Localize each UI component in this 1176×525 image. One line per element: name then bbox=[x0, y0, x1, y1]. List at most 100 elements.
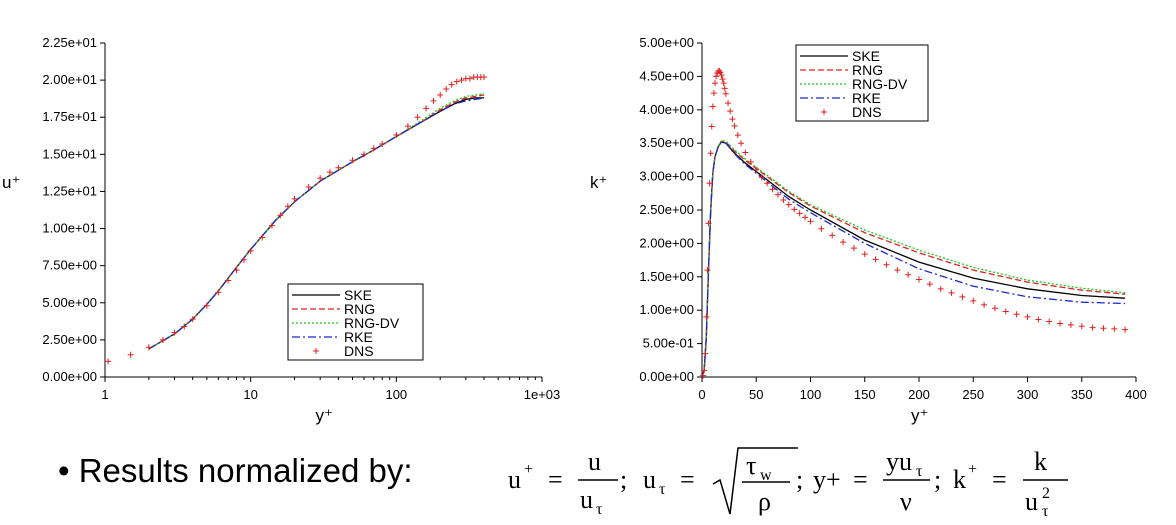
data-point bbox=[284, 203, 291, 210]
data-point bbox=[247, 247, 254, 254]
svg-text:u: u bbox=[508, 465, 521, 494]
data-point bbox=[1024, 313, 1031, 320]
svg-text:yu: yu bbox=[886, 447, 912, 476]
data-point bbox=[829, 232, 836, 239]
x-tick-label: 150 bbox=[854, 387, 876, 402]
data-point bbox=[731, 122, 738, 129]
x-tick-label: 300 bbox=[1017, 387, 1039, 402]
data-point bbox=[458, 77, 465, 84]
y-tick-label: 2.00e+01 bbox=[42, 72, 97, 87]
legend-label: SKE bbox=[852, 48, 880, 64]
data-point bbox=[1111, 325, 1118, 332]
data-point bbox=[379, 140, 386, 147]
x-tick-label: 350 bbox=[1071, 387, 1093, 402]
data-point bbox=[145, 344, 152, 351]
data-point bbox=[959, 293, 966, 300]
y-tick-label: 5.00e+00 bbox=[639, 35, 694, 50]
bottom-note: • Results normalized by: u + = u u τ ; u… bbox=[58, 440, 1168, 520]
data-point bbox=[414, 114, 421, 121]
x-tick-label: 10 bbox=[243, 387, 257, 402]
y-tick-label: 2.25e+01 bbox=[42, 35, 97, 50]
legend-label: RNG bbox=[852, 62, 883, 78]
data-point bbox=[706, 180, 713, 187]
data-point bbox=[1100, 325, 1107, 332]
data-point bbox=[701, 367, 708, 374]
data-point bbox=[203, 302, 210, 309]
data-point bbox=[774, 191, 781, 198]
data-point bbox=[905, 271, 912, 278]
data-point bbox=[818, 225, 825, 232]
y-tick-label: 5.00e+00 bbox=[42, 295, 97, 310]
svg-text:u: u bbox=[643, 465, 656, 494]
svg-text:+: + bbox=[524, 461, 533, 478]
data-point bbox=[937, 285, 944, 292]
series-line bbox=[701, 141, 1126, 378]
data-point bbox=[725, 100, 732, 107]
data-point bbox=[393, 132, 400, 139]
data-point bbox=[1067, 321, 1074, 328]
x-axis-label: y⁺ bbox=[316, 406, 333, 425]
data-point bbox=[729, 116, 736, 123]
data-point bbox=[171, 329, 178, 336]
data-point bbox=[948, 289, 955, 296]
data-point bbox=[764, 180, 771, 187]
data-point bbox=[747, 158, 754, 165]
data-point bbox=[1013, 311, 1020, 318]
y-tick-label: 1.50e+01 bbox=[42, 146, 97, 161]
data-point bbox=[1002, 308, 1009, 315]
legend-label: RKE bbox=[344, 329, 373, 345]
series-line bbox=[701, 140, 1126, 378]
x-tick-label: 400 bbox=[1125, 387, 1147, 402]
data-point bbox=[361, 151, 368, 158]
data-point bbox=[453, 78, 460, 85]
legend-box bbox=[795, 44, 929, 122]
legend-label: RNG-DV bbox=[344, 315, 400, 331]
data-point bbox=[716, 68, 723, 75]
y-tick-label: 3.50e+00 bbox=[639, 135, 694, 150]
svg-text:τ: τ bbox=[1042, 503, 1049, 520]
data-point bbox=[700, 372, 707, 379]
k-plus-chart: 0.00e+00 5.00e-01 1.00e+00 1.50e+00 2.00e+00… bbox=[590, 35, 1147, 425]
svg-text:;: ; bbox=[796, 465, 803, 494]
data-point bbox=[713, 73, 720, 80]
x-tick-label: 50 bbox=[749, 387, 763, 402]
data-point bbox=[466, 75, 473, 82]
data-point bbox=[738, 140, 745, 147]
data-point bbox=[317, 175, 324, 182]
y-tick-label: 4.50e+00 bbox=[639, 68, 694, 83]
x-axis-label: y⁺ bbox=[911, 406, 928, 425]
legend-label: RKE bbox=[852, 90, 881, 106]
data-point bbox=[703, 313, 710, 320]
data-point bbox=[981, 301, 988, 308]
legend-label: DNS bbox=[852, 104, 882, 120]
svg-text:u: u bbox=[1025, 487, 1038, 516]
series-line bbox=[701, 141, 1126, 378]
svg-text:k: k bbox=[1034, 447, 1047, 476]
data-point bbox=[1046, 318, 1053, 325]
data-point bbox=[709, 103, 716, 110]
y-tick-label: 2.50e+00 bbox=[42, 332, 97, 347]
data-point bbox=[277, 212, 284, 219]
data-point bbox=[758, 174, 765, 181]
x-tick-label: 100 bbox=[800, 387, 822, 402]
svg-text:=: = bbox=[548, 465, 563, 494]
svg-text:τ: τ bbox=[659, 481, 666, 498]
data-point bbox=[291, 195, 298, 202]
y-tick-label: 5.00e-01 bbox=[643, 336, 694, 351]
svg-text:w: w bbox=[760, 467, 772, 484]
svg-text:ν: ν bbox=[900, 487, 912, 516]
y-axis-label: k⁺ bbox=[590, 173, 607, 192]
data-point bbox=[448, 81, 455, 88]
data-point bbox=[796, 210, 803, 217]
legend-label: DNS bbox=[344, 343, 374, 359]
data-point bbox=[769, 186, 776, 193]
svg-text:+: + bbox=[968, 461, 977, 478]
x-tick-label: 1e+03 bbox=[524, 387, 561, 402]
data-point bbox=[712, 80, 719, 87]
y-tick-label: 1.00e+00 bbox=[639, 302, 694, 317]
data-point bbox=[802, 214, 809, 221]
series-rng bbox=[701, 140, 1126, 378]
legend-label: RNG-DV bbox=[852, 76, 908, 92]
data-point bbox=[791, 206, 798, 213]
